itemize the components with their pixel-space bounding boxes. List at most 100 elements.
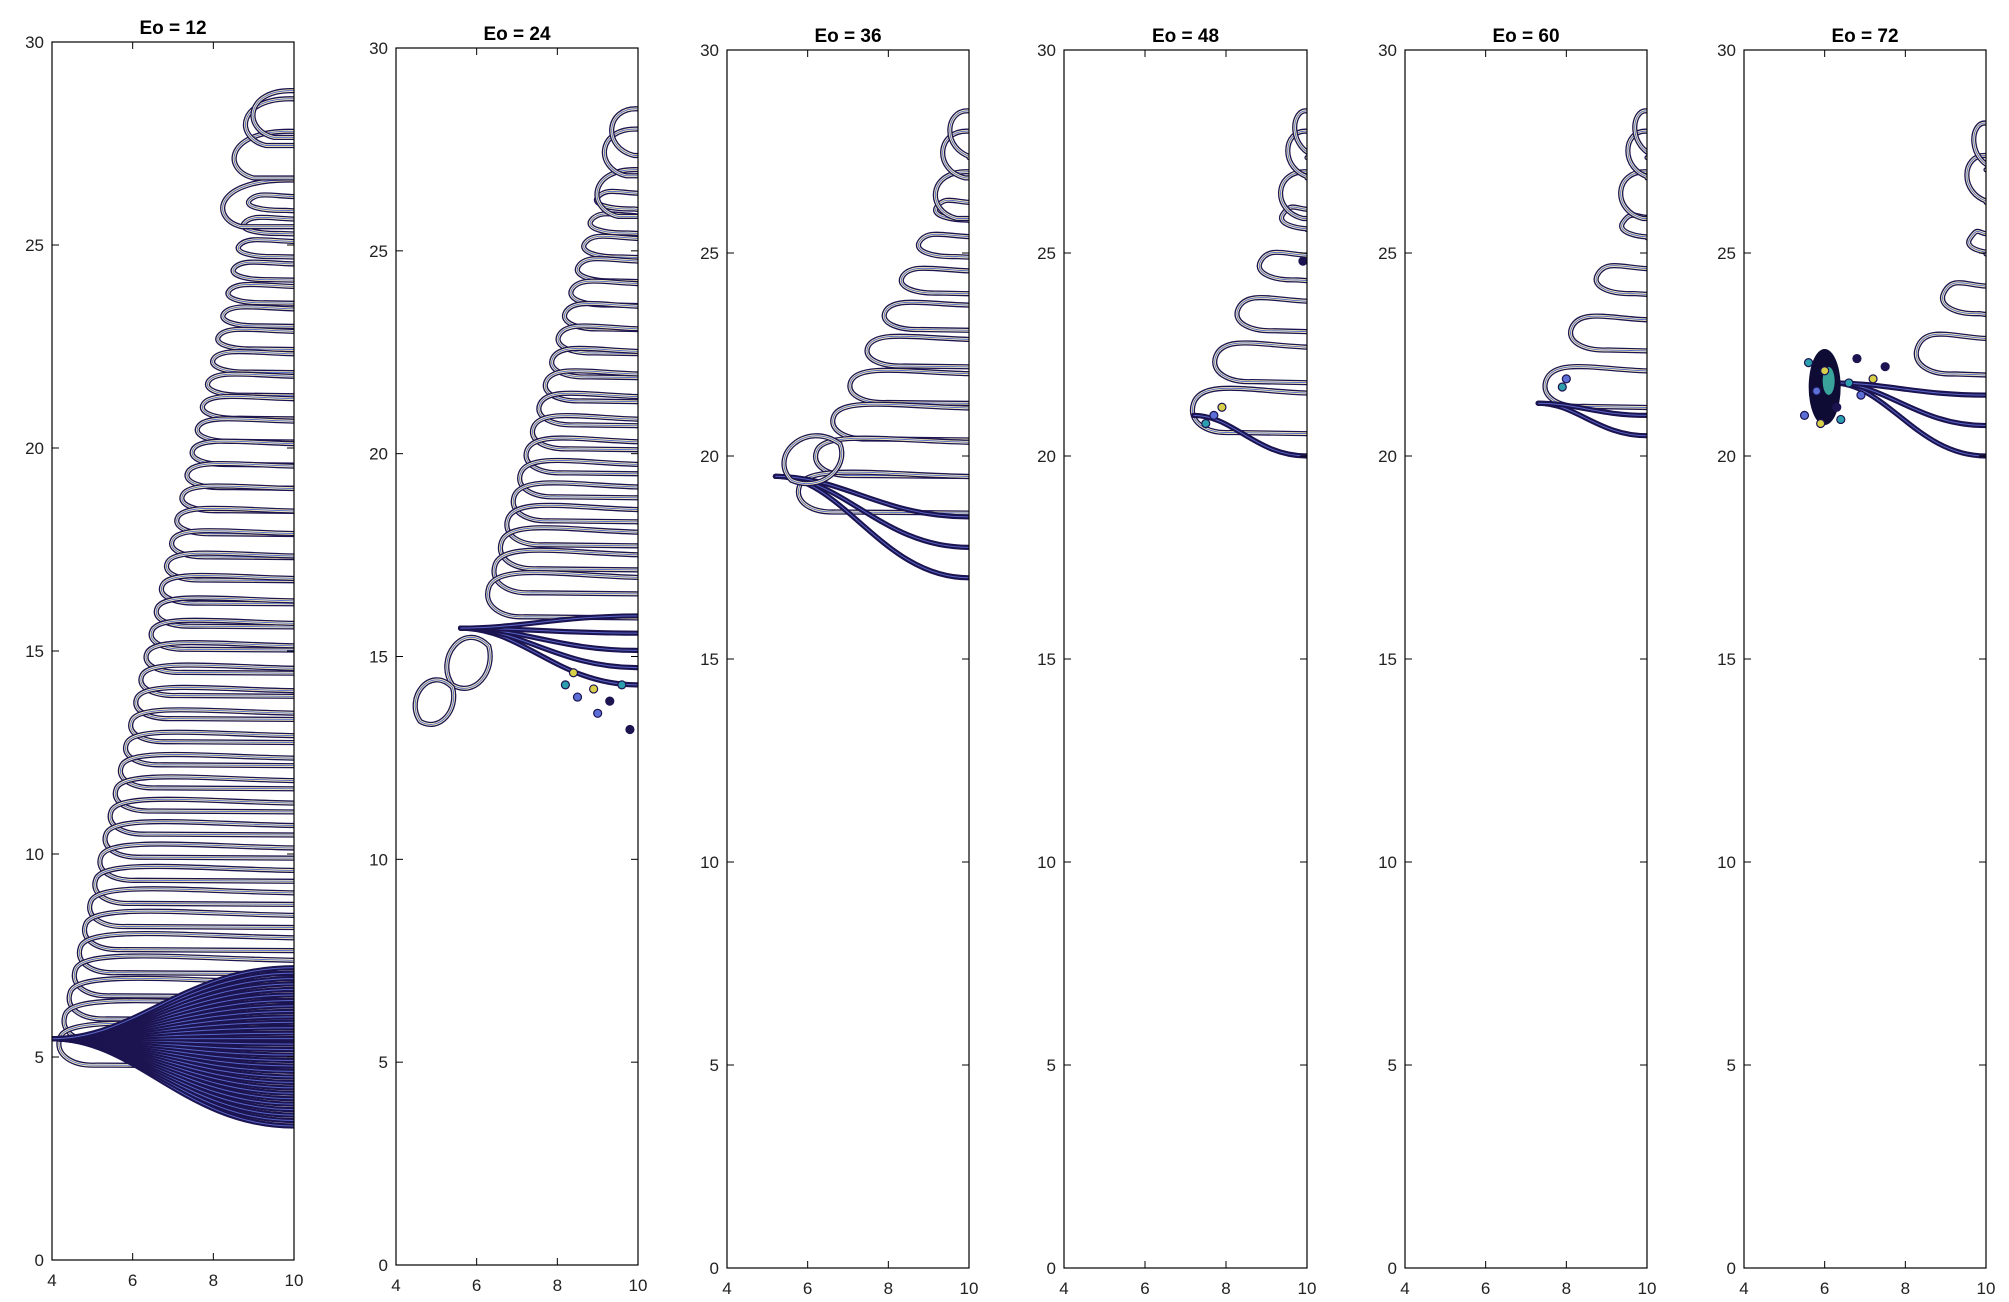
droplet-speck <box>605 696 615 706</box>
droplet-speck <box>1832 402 1842 412</box>
contour-cup-mid <box>512 482 638 523</box>
contour-ring-mid <box>611 108 638 157</box>
x-tick-label: 10 <box>1298 1279 1317 1298</box>
panel-title: Eo = 60 <box>1492 26 1559 47</box>
contour-cup-mid <box>531 415 638 451</box>
y-tick-label: 0 <box>1047 1259 1056 1278</box>
contour-loop-mid <box>783 435 843 485</box>
x-tick-label: 4 <box>1739 1279 1748 1298</box>
y-tick-label: 20 <box>25 439 44 458</box>
panel-1: 0 5 10 15 20 25 30 4 6 8 10 Eo = 12 <box>25 18 303 1290</box>
contour-cup-mid <box>900 267 969 295</box>
contour-loop-mid <box>414 679 455 725</box>
contour-cup-mid <box>217 328 294 351</box>
y-tick-label: 0 <box>710 1259 719 1278</box>
contour-cup-mid <box>1570 315 1647 352</box>
droplet-speck <box>1209 410 1219 420</box>
x-tick-label: 8 <box>884 1279 893 1298</box>
contour-cup-outline <box>128 707 294 746</box>
x-tick-label: 4 <box>722 1279 731 1298</box>
contour-ring-mid <box>603 128 638 177</box>
contour-cup-mid <box>119 753 294 790</box>
y-tick-label: 15 <box>369 648 388 667</box>
contour-ring-mid <box>942 130 969 179</box>
contour-ring-mid <box>1634 110 1647 159</box>
contour-cup-outline <box>510 480 638 525</box>
contour-cup-mid <box>78 933 294 975</box>
contour-tail-mid <box>52 967 294 1040</box>
axes-frame <box>1404 49 1648 1269</box>
axes-frame <box>1063 49 1308 1269</box>
contour-cup-mid <box>155 597 294 628</box>
contour-loop-mid <box>446 637 491 689</box>
droplet-speck <box>568 668 579 678</box>
y-tick-label: 15 <box>1717 650 1736 669</box>
y-tick-label: 15 <box>1037 650 1056 669</box>
contour-cup-outline <box>1212 340 1307 386</box>
x-tick-label: 6 <box>1140 1279 1149 1298</box>
contour-cup-mid <box>538 392 638 427</box>
contour-cup-mid <box>222 306 294 327</box>
droplet-speck <box>617 680 627 690</box>
panel-2: 0 5 10 15 20 25 30 4 6 8 10 Eo = 24 <box>369 24 647 1295</box>
droplet-speck <box>1803 358 1814 368</box>
contour-ring-mid <box>1287 130 1307 179</box>
contour-cup-outline <box>92 863 294 907</box>
x-tick-label: 8 <box>209 1271 218 1290</box>
droplet-speck <box>1856 390 1866 400</box>
y-tick-label: 30 <box>700 41 719 60</box>
droplet-speck <box>1880 362 1890 372</box>
x-tick-label: 6 <box>472 1276 481 1295</box>
plot-area <box>772 108 969 581</box>
contour-ring-mid <box>233 130 294 179</box>
contour-ring-mid <box>1294 110 1307 159</box>
y-tick-label: 25 <box>369 242 388 261</box>
droplet-speck <box>1799 410 1810 420</box>
contour-cup-mid <box>94 865 294 905</box>
y-tick-label: 10 <box>700 853 719 872</box>
contour-cup-mid <box>849 369 969 404</box>
y-tick-label: 30 <box>25 33 44 52</box>
x-tick-label: 10 <box>629 1276 648 1295</box>
droplet-speck <box>1561 374 1571 384</box>
x-tick-label: 6 <box>1820 1279 1829 1298</box>
droplet-speck <box>593 708 603 718</box>
contour-ring-mid <box>1973 122 1986 171</box>
contour-cup-outline <box>97 841 294 884</box>
contour-tail-mid <box>1193 414 1307 457</box>
contour-cup-mid <box>104 821 294 859</box>
x-tick-label: 4 <box>391 1276 400 1295</box>
contour-cup-mid <box>1258 251 1307 282</box>
contour-cup-outline <box>81 908 294 954</box>
contour-cup-mid <box>1214 342 1307 384</box>
plot-area <box>1535 108 1647 439</box>
y-tick-label: 20 <box>1037 447 1056 466</box>
contour-cup-outline <box>112 774 294 815</box>
panel-title: Eo = 24 <box>483 24 550 45</box>
contour-cup-mid <box>525 437 638 475</box>
plot-area <box>412 106 638 735</box>
y-tick-label: 20 <box>1378 447 1397 466</box>
y-tick-label: 15 <box>25 642 44 661</box>
contour-cup-mid <box>519 459 638 499</box>
contour-cup-mid <box>1915 333 1986 376</box>
contour-cup-outline <box>864 333 969 370</box>
contour-cup-outline <box>847 367 969 406</box>
contour-cup-mid <box>506 504 638 547</box>
y-tick-label: 20 <box>369 445 388 464</box>
contour-cup-mid <box>1968 230 1986 255</box>
contour-cup-outline <box>122 729 294 769</box>
contour-cup-mid <box>150 619 294 651</box>
contour-tail-mid <box>460 615 638 629</box>
droplet-speck <box>1836 414 1846 425</box>
y-tick-label: 0 <box>379 1256 388 1275</box>
contour-ring-mid <box>596 169 638 217</box>
y-tick-label: 10 <box>1037 853 1056 872</box>
droplet-speck <box>1557 382 1567 392</box>
y-tick-label: 10 <box>1717 853 1736 872</box>
droplet-speck <box>1201 418 1211 429</box>
contour-cup-mid <box>1191 387 1307 435</box>
y-tick-label: 10 <box>25 845 44 864</box>
y-tick-label: 25 <box>700 244 719 263</box>
